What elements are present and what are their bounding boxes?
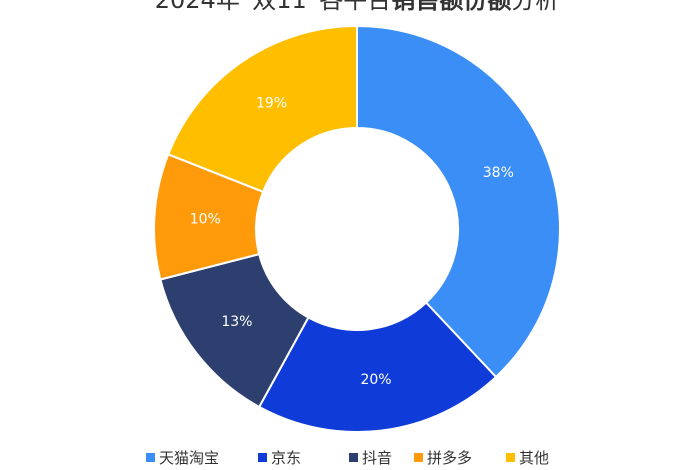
slices-group bbox=[153, 24, 561, 433]
legend-item-0: 天猫淘宝 bbox=[146, 449, 219, 467]
legend-swatch-1 bbox=[258, 453, 267, 462]
slice-4 bbox=[166, 24, 358, 194]
legend-label-1: 京东 bbox=[271, 449, 301, 467]
slice-label-4: 19% bbox=[256, 95, 287, 111]
legend-item-4: 其他 bbox=[506, 449, 549, 467]
legend-item-1: 京东 bbox=[258, 449, 301, 467]
slice-0 bbox=[356, 24, 561, 379]
legend-item-3: 拼多多 bbox=[414, 449, 472, 467]
legend-item-2: 抖音 bbox=[349, 449, 392, 467]
legend-swatch-0 bbox=[146, 453, 155, 462]
slice-label-1: 20% bbox=[360, 372, 391, 388]
slice-labels-group: 38% 20% 13% 10% 19% bbox=[190, 95, 514, 388]
chart-title-prefix: 2024年“双11”各平台 bbox=[155, 0, 391, 14]
legend-label-0: 天猫淘宝 bbox=[159, 449, 219, 467]
legend: 天猫淘宝 京东 抖音 拼多多 其他 bbox=[146, 449, 549, 467]
legend-label-4: 其他 bbox=[519, 449, 549, 467]
slice-1 bbox=[257, 301, 498, 433]
chart-title-bold: 销售额份额 bbox=[391, 0, 511, 14]
slice-label-0: 38% bbox=[483, 165, 514, 181]
legend-swatch-4 bbox=[506, 453, 515, 462]
legend-label-3: 拼多多 bbox=[427, 449, 472, 467]
slice-label-3: 10% bbox=[190, 211, 221, 227]
chart-title-suffix: 分析 bbox=[511, 0, 559, 14]
legend-swatch-3 bbox=[414, 453, 423, 462]
chart-title: 2024年“双11”各平台销售额份额分析 bbox=[155, 0, 559, 14]
slice-label-2: 13% bbox=[221, 314, 252, 330]
legend-swatch-2 bbox=[349, 453, 358, 462]
legend-label-2: 抖音 bbox=[362, 449, 392, 467]
